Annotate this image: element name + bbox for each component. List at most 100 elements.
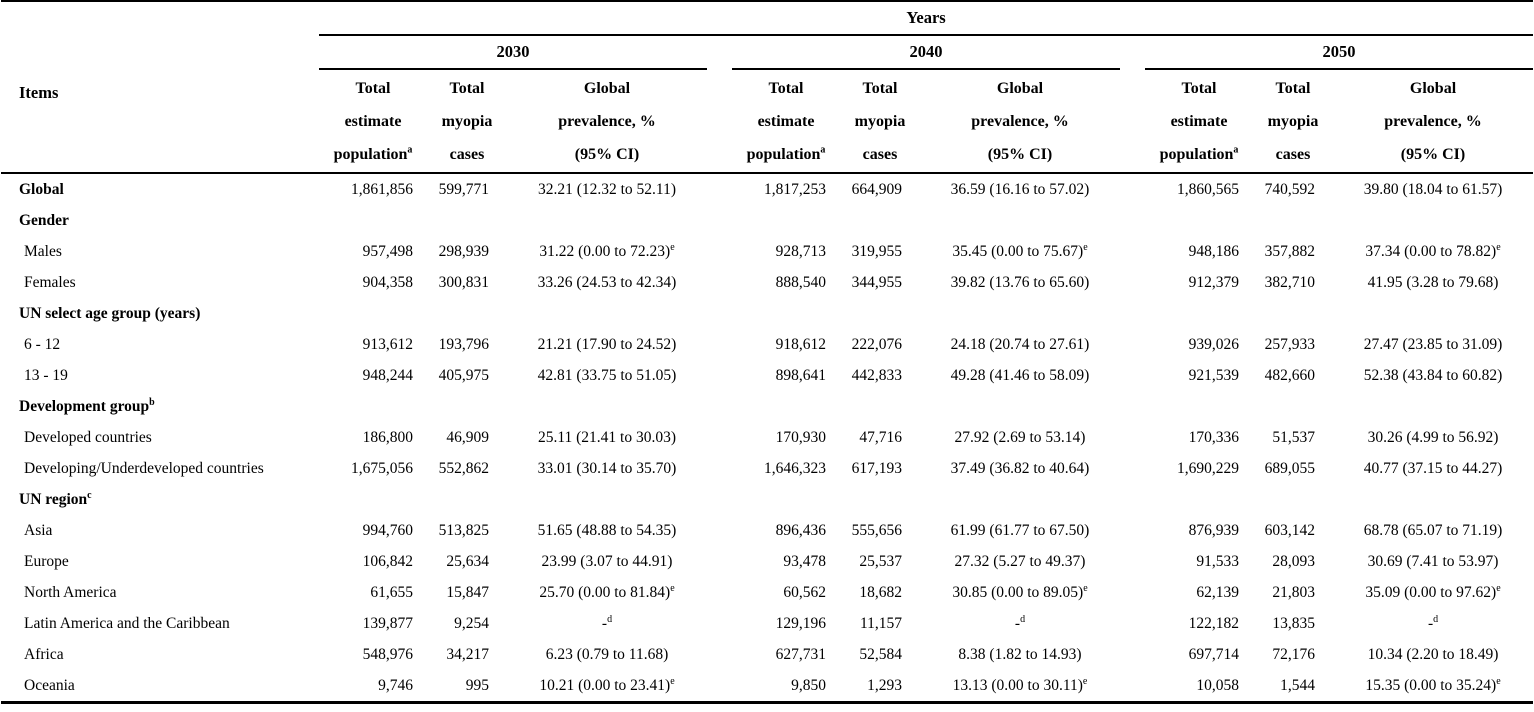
cell-pop-2030: 106,842: [362, 552, 413, 570]
column-gap: [1120, 546, 1145, 577]
column-gap: [707, 515, 732, 546]
cell-pop-2030: 957,498: [362, 242, 413, 260]
cell-pop-2030: 139,877: [362, 614, 413, 632]
cell-pop-2050: 91,533: [1196, 552, 1239, 570]
cell-pop-2050: 1,690,229: [1177, 459, 1239, 477]
section-row: Gender: [1, 205, 1533, 236]
table-row: North America 61,655 15,847 25.70 (0.00 to …: [1, 577, 1533, 608]
table-body: Global 1,861,856 599,771 32.21 (12.32 to 52…: [1, 173, 1533, 703]
cell-pop-2050: 10,058: [1196, 676, 1239, 694]
cell-prev-2030: 31.22 (0.00 to 72.23)e: [539, 241, 675, 260]
column-gap: [1120, 453, 1145, 484]
cell-cases-2050: [1253, 391, 1333, 422]
footnote-e: e: [1083, 582, 1088, 594]
cell-prev-2050: 39.80 (18.04 to 61.57): [1363, 180, 1503, 198]
cell-pop-2030: 61,655: [370, 583, 413, 601]
cell-cases-2050: 357,882: [1264, 242, 1315, 260]
cell-prev-2050: 35.09 (0.00 to 97.62)e: [1365, 582, 1501, 601]
footnote-d: d: [607, 613, 613, 625]
column-gap: [707, 577, 732, 608]
cell-prev-2050: [1333, 298, 1533, 329]
section-row: Development groupb: [1, 391, 1533, 422]
cell-cases-2030: [427, 205, 507, 236]
cell-prev-2050: 37.34 (0.00 to 78.82)e: [1365, 241, 1501, 260]
column-gap: [707, 267, 732, 298]
table-row: Developing/Underdeveloped countries 1,675…: [1, 453, 1533, 484]
cell-prev-2050: [1333, 391, 1533, 422]
prevalence-header-2050: Global prevalence, % (95% CI): [1333, 69, 1534, 174]
items-column-spacer: [1, 35, 319, 69]
footnote-e: e: [1082, 675, 1088, 687]
table-row: Males 957,498 298,939 31.22 (0.00 to 72.23)…: [1, 236, 1533, 267]
cell-prev-2050: 40.77 (37.15 to 44.27): [1363, 459, 1503, 477]
cell-prev-2050: 10.34 (2.20 to 18.49): [1367, 645, 1499, 663]
column-gap: [707, 639, 732, 670]
cell-pop-2040: 1,646,323: [764, 459, 826, 477]
row-label: UN select age group (years): [19, 304, 201, 322]
column-gap: [1120, 484, 1145, 515]
cell-prev-2030: 33.26 (24.53 to 42.34): [537, 273, 677, 291]
cell-prev-2050: 15.35 (0.00 to 35.24)e: [1365, 675, 1501, 694]
cell-pop-2040: 60,562: [783, 583, 826, 601]
cell-prev-2040: 13.13 (0.00 to 30.11)e: [952, 675, 1088, 694]
column-gap: [1120, 577, 1145, 608]
cell-pop-2040: [732, 484, 840, 515]
cell-cases-2030: 599,771: [438, 180, 489, 198]
cell-pop-2050: [1145, 484, 1253, 515]
cell-prev-2030: [507, 484, 707, 515]
cell-cases-2030: 46,909: [446, 428, 489, 446]
cell-cases-2040: 222,076: [851, 335, 902, 353]
cell-pop-2050: [1145, 298, 1253, 329]
cell-prev-2040: 8.38 (1.82 to 14.93): [958, 645, 1082, 663]
cell-cases-2040: 664,909: [851, 180, 902, 198]
cell-cases-2030: [427, 298, 507, 329]
footnote-e: e: [670, 241, 675, 253]
column-gap: [707, 205, 732, 236]
cell-cases-2040: 617,193: [851, 459, 902, 477]
cell-cases-2040: 11,157: [859, 614, 902, 632]
cell-pop-2050: 62,139: [1196, 583, 1239, 601]
cell-pop-2050: [1145, 205, 1253, 236]
cell-pop-2050: 921,539: [1188, 366, 1239, 384]
row-label: Development groupb: [19, 396, 155, 415]
column-gap: [707, 329, 732, 360]
cell-cases-2050: 603,142: [1264, 521, 1315, 539]
cases-header-2050: Total myopia cases: [1253, 69, 1333, 174]
cell-cases-2030: 298,939: [438, 242, 489, 260]
cell-cases-2040: [840, 484, 920, 515]
cell-prev-2030: 10.21 (0.00 to 23.41)e: [539, 675, 675, 694]
column-gap: [1120, 69, 1145, 174]
cell-prev-2040: 30.85 (0.00 to 89.05)e: [952, 582, 1088, 601]
cell-cases-2030: 300,831: [438, 273, 489, 291]
cell-cases-2050: 257,933: [1264, 335, 1315, 353]
cell-pop-2040: [732, 391, 840, 422]
column-gap: [707, 453, 732, 484]
footnote-b: b: [149, 396, 155, 408]
cell-prev-2050: 41.95 (3.28 to 79.68): [1367, 273, 1499, 291]
column-gap: [1120, 391, 1145, 422]
cell-cases-2050: 21,803: [1272, 583, 1315, 601]
cell-pop-2040: 9,850: [791, 676, 826, 694]
column-gap: [1120, 360, 1145, 391]
cases-header-2030: Total myopia cases: [427, 69, 507, 174]
cell-prev-2040: [920, 298, 1120, 329]
year-header-2040: 2040: [732, 35, 1120, 70]
years-header: Years: [319, 1, 1534, 36]
cell-pop-2040: [732, 298, 840, 329]
column-gap: [707, 298, 732, 329]
cell-cases-2040: 47,716: [859, 428, 902, 446]
cell-pop-2050: 170,336: [1188, 428, 1239, 446]
cell-cases-2050: 740,592: [1264, 180, 1315, 198]
row-label: North America: [24, 583, 117, 601]
column-gap: [707, 484, 732, 515]
table-row: 6 - 12 913,612 193,796 21.21 (17.90 to 24.5…: [1, 329, 1533, 360]
cell-cases-2040: 25,537: [859, 552, 902, 570]
cell-prev-2050: -d: [1427, 613, 1439, 632]
cell-prev-2030: 32.21 (12.32 to 52.11): [537, 180, 677, 198]
row-label: Developed countries: [24, 428, 152, 446]
cell-cases-2030: [427, 391, 507, 422]
row-label: Males: [24, 242, 62, 260]
cell-cases-2050: [1253, 484, 1333, 515]
cell-prev-2030: -d: [601, 613, 613, 632]
column-gap: [707, 173, 732, 205]
